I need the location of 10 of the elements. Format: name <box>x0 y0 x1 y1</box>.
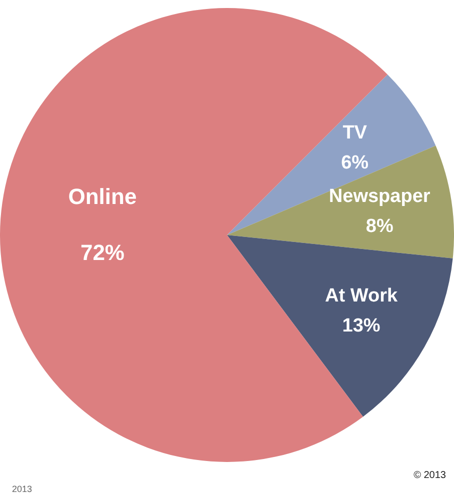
text: © 2013 <box>414 470 446 481</box>
data-label: 6% <box>341 152 369 174</box>
text: 2013 <box>12 484 32 494</box>
data-label: 8% <box>366 216 394 238</box>
data-label: 72% <box>80 240 124 266</box>
slice-label: Newspaper <box>328 186 431 208</box>
slice-label: TV <box>342 122 368 144</box>
slice-label: At Work <box>325 285 398 306</box>
slice-label: Online <box>68 184 137 210</box>
data-label: 13% <box>342 315 380 336</box>
